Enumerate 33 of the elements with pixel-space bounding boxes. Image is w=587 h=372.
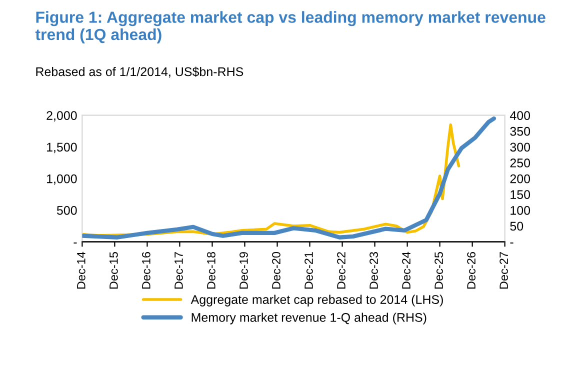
line-series <box>82 116 496 240</box>
y-tick-label: 2,000 <box>46 111 77 122</box>
legend-label: Aggregate market cap rebased to 2014 (LHS) <box>190 294 443 306</box>
y2-tick-label: 200 <box>510 174 530 184</box>
x-tick-label: Dec-17 <box>174 252 183 289</box>
x-tick-label: Dec-14 <box>77 252 86 289</box>
x-tick-label: Dec-21 <box>304 252 313 289</box>
x-tick-label: Dec-26 <box>467 252 476 289</box>
y2-tick-label: 400 <box>510 111 530 120</box>
x-tick-label: Dec-16 <box>142 252 150 289</box>
x-tick-label: Dec-22 <box>337 252 346 289</box>
x-tick-label: Dec-23 <box>370 252 378 289</box>
y2-tick-label: 50 <box>510 222 524 231</box>
x-tick-label: Dec-24 <box>402 252 410 289</box>
x-tick-label: Dec-18 <box>207 252 216 289</box>
y-tick-label: - <box>74 242 77 244</box>
y-tick-label: 1,000 <box>46 174 77 185</box>
x-tick-label: Dec-15 <box>110 252 118 289</box>
y2-tick-label: 100 <box>510 206 530 215</box>
x-tick-label: Dec-27 <box>500 252 508 289</box>
y2-tick-label: 300 <box>510 142 530 152</box>
y-tick-label: 1,500 <box>46 142 77 154</box>
y2-tick-label: - <box>510 242 514 244</box>
y2-tick-label: 150 <box>510 190 530 200</box>
chart-title: Figure 1: Aggregate market cap vs leading memory market revenue trend (1Q ahead) <box>35 11 546 44</box>
legend-label: Memory market revenue 1-Q ahead (RHS) <box>192 312 426 324</box>
chart-subtitle: Rebased as of 1/1/2014, US$bn-RHS <box>36 66 244 78</box>
y2-tick-label: 350 <box>510 126 530 136</box>
y-tick-label: 500 <box>56 206 77 215</box>
x-tick-label: Dec-19 <box>240 252 248 289</box>
x-tick-label: Dec-25 <box>434 252 443 289</box>
x-tick-label: Dec-20 <box>272 252 280 289</box>
y2-tick-label: 250 <box>510 158 530 168</box>
